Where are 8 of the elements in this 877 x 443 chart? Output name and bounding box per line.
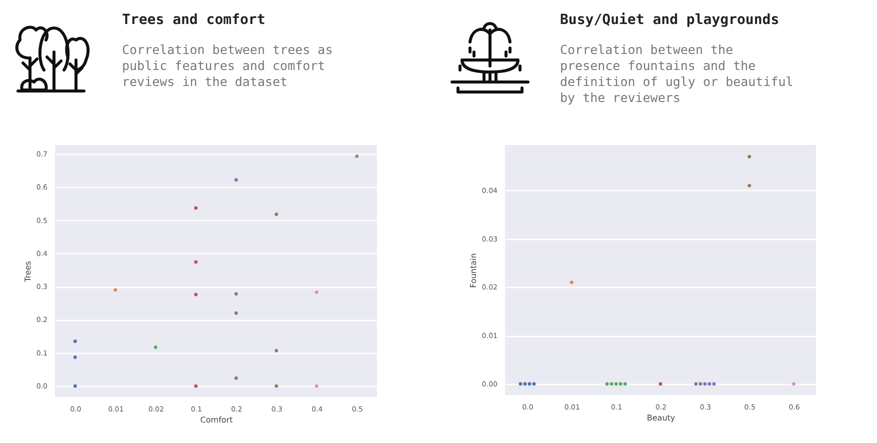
y-axis-title: Fountain [468,253,478,288]
chart-subtitle: Correlation between the presence fountains and the definition of ugly or beautiful by the reviewers [560,42,794,106]
y-axis-title: Trees [23,261,32,283]
chart-subtitle: Correlation between trees as public features and comfort reviews in the dataset [122,42,334,90]
x-axis-title: Beauty [646,414,676,422]
chart-title: Trees and comfort [122,12,266,28]
chart-title: Busy/Quiet and playgrounds [560,12,780,28]
x-axis-title: Comfort [200,416,233,424]
